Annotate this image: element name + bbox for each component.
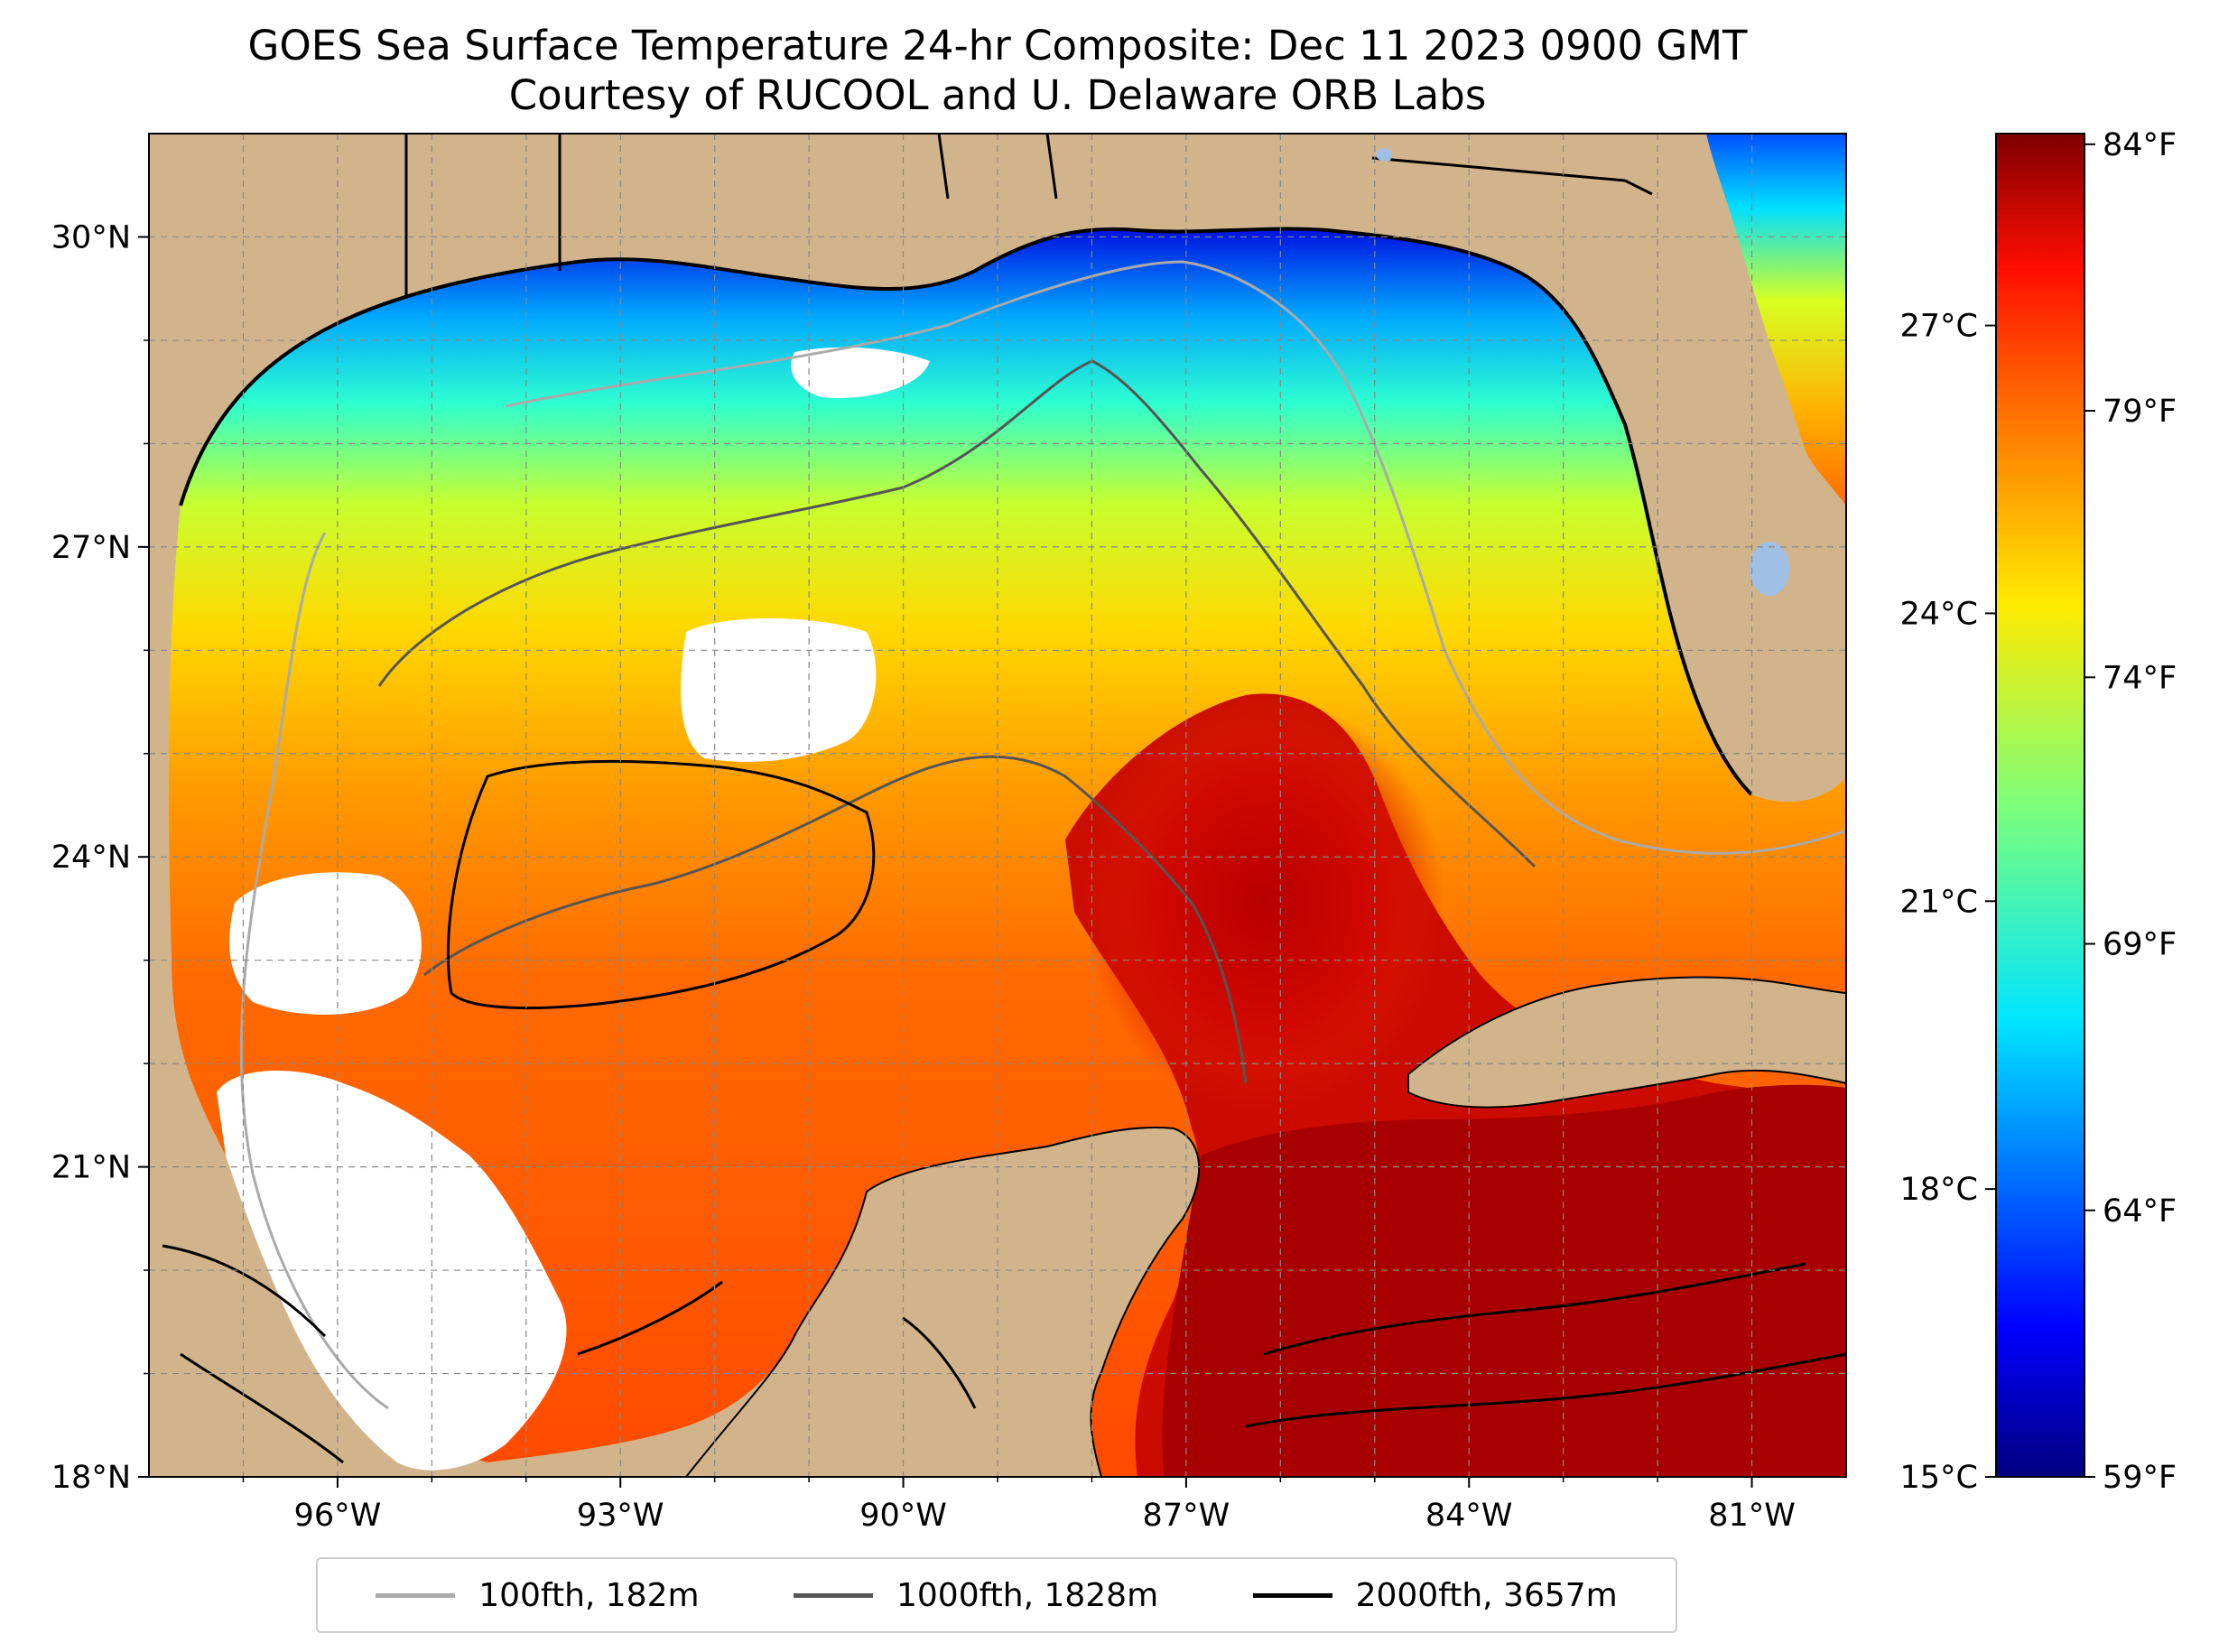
lat-tick-label: 18°N (51, 1460, 131, 1496)
lat-tick-label: 24°N (51, 840, 131, 876)
celsius-tick-label: 18°C (1900, 1172, 1978, 1208)
fahrenheit-tick-label: 74°F (2103, 660, 2177, 696)
colorbar-fahrenheit-axis: 59°F 64°F 69°F 74°F 79°F 84°F (2084, 127, 2177, 1496)
celsius-tick-label: 15°C (1900, 1460, 1978, 1496)
warm-core (1083, 695, 1444, 1110)
legend-label-100fth: 100fth, 182m (478, 1576, 700, 1614)
legend-swatch-100fth (376, 1592, 456, 1598)
contour-legend: 100fth, 182m 1000fth, 1828m 2000fth, 365… (316, 1557, 1677, 1633)
colorbar (1995, 133, 2085, 1478)
celsius-tick-label: 24°C (1900, 596, 1978, 632)
legend-item-2000fth: 2000fth, 3657m (1252, 1576, 1618, 1614)
fahrenheit-tick-label: 59°F (2103, 1460, 2177, 1496)
colorbar-celsius-axis: 15°C 18°C 21°C 24°C 27°C (1900, 309, 1996, 1496)
lon-tick-label: 90°W (859, 1498, 947, 1534)
cloud-gap-central (681, 618, 877, 762)
celsius-tick-label: 21°C (1900, 884, 1978, 920)
legend-label-1000fth: 1000fth, 1828m (896, 1576, 1159, 1614)
fahrenheit-tick-label: 69°F (2103, 927, 2177, 963)
legend-swatch-1000fth (793, 1592, 873, 1598)
cloud-gap-texas (217, 1071, 567, 1471)
lon-tick-label: 81°W (1708, 1498, 1796, 1534)
legend-label-2000fth: 2000fth, 3657m (1355, 1576, 1618, 1614)
legend-item-1000fth: 1000fth, 1828m (793, 1576, 1159, 1614)
chart-title: GOES Sea Surface Temperature 24-hr Compo… (247, 22, 1748, 70)
florida-water (1706, 134, 1846, 506)
fahrenheit-tick-label: 79°F (2103, 394, 2177, 430)
cloud-gap-north (791, 347, 930, 398)
cuba-land (1407, 976, 1846, 1109)
yucatan-land (684, 1127, 1201, 1477)
lon-tick-label: 87°W (1143, 1498, 1230, 1534)
lake-north (1376, 148, 1392, 162)
lat-tick-label: 30°N (51, 219, 131, 255)
lon-tick-label: 93°W (577, 1498, 664, 1534)
lon-tick-label: 96°W (294, 1498, 382, 1534)
latitude-axis: 18°N 21°N 24°N 27°N 30°N (51, 219, 149, 1496)
caribbean-warm-water (1162, 1084, 1846, 1477)
fahrenheit-tick-label: 84°F (2103, 127, 2177, 163)
map-gridlines (149, 134, 1846, 1477)
longitude-axis: 96°W 93°W 90°W 87°W 84°W 81°W (242, 1477, 1796, 1534)
lat-tick-label: 21°N (51, 1150, 131, 1186)
celsius-tick-label: 27°C (1900, 309, 1978, 345)
northern-gulf-coast (179, 227, 1753, 796)
legend-item-100fth: 100fth, 182m (376, 1576, 700, 1614)
lon-tick-label: 84°W (1425, 1498, 1513, 1534)
chart-subtitle: Courtesy of RUCOOL and U. Delaware ORB L… (508, 71, 1487, 119)
bathymetry-contours (239, 260, 1846, 1428)
map-area (149, 134, 1846, 1477)
lat-tick-label: 27°N (51, 530, 131, 566)
cloud-gap-west (229, 872, 422, 1015)
lake-okeechobee (1750, 542, 1789, 596)
legend-swatch-2000fth (1252, 1592, 1332, 1598)
fahrenheit-tick-label: 64°F (2103, 1193, 2177, 1230)
